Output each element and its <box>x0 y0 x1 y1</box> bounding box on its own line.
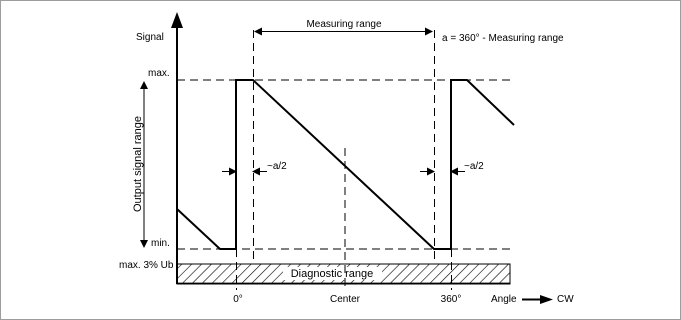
y-axis-arrow-icon <box>171 12 183 28</box>
three-sixty-degree-label: 360° <box>441 294 462 305</box>
half-a-right-label: ~a/2 <box>464 161 484 172</box>
max-3-ub-label: max. 3% Ub <box>119 260 174 271</box>
output-signal-range-label: Output signal range <box>132 116 144 212</box>
diagnostic-range-label: Diagnostic range <box>291 268 374 280</box>
measuring-range-formula: a = 360° - Measuring range <box>442 33 564 44</box>
cw-label: CW <box>557 294 574 305</box>
cw-arrow-icon <box>540 295 553 304</box>
signal-axis-label: Signal <box>136 32 164 43</box>
diagnostic-range-label-bg <box>283 267 382 280</box>
max-label: max. <box>148 68 170 79</box>
signal-curve <box>176 79 515 250</box>
zero-degree-label: 0° <box>233 294 243 305</box>
min-label: min. <box>151 238 170 249</box>
angle-label: Angle <box>491 294 517 305</box>
center-label: Center <box>330 294 361 305</box>
measuring-range-label: Measuring range <box>306 19 381 30</box>
half-a-left-label: ~a/2 <box>267 161 287 172</box>
